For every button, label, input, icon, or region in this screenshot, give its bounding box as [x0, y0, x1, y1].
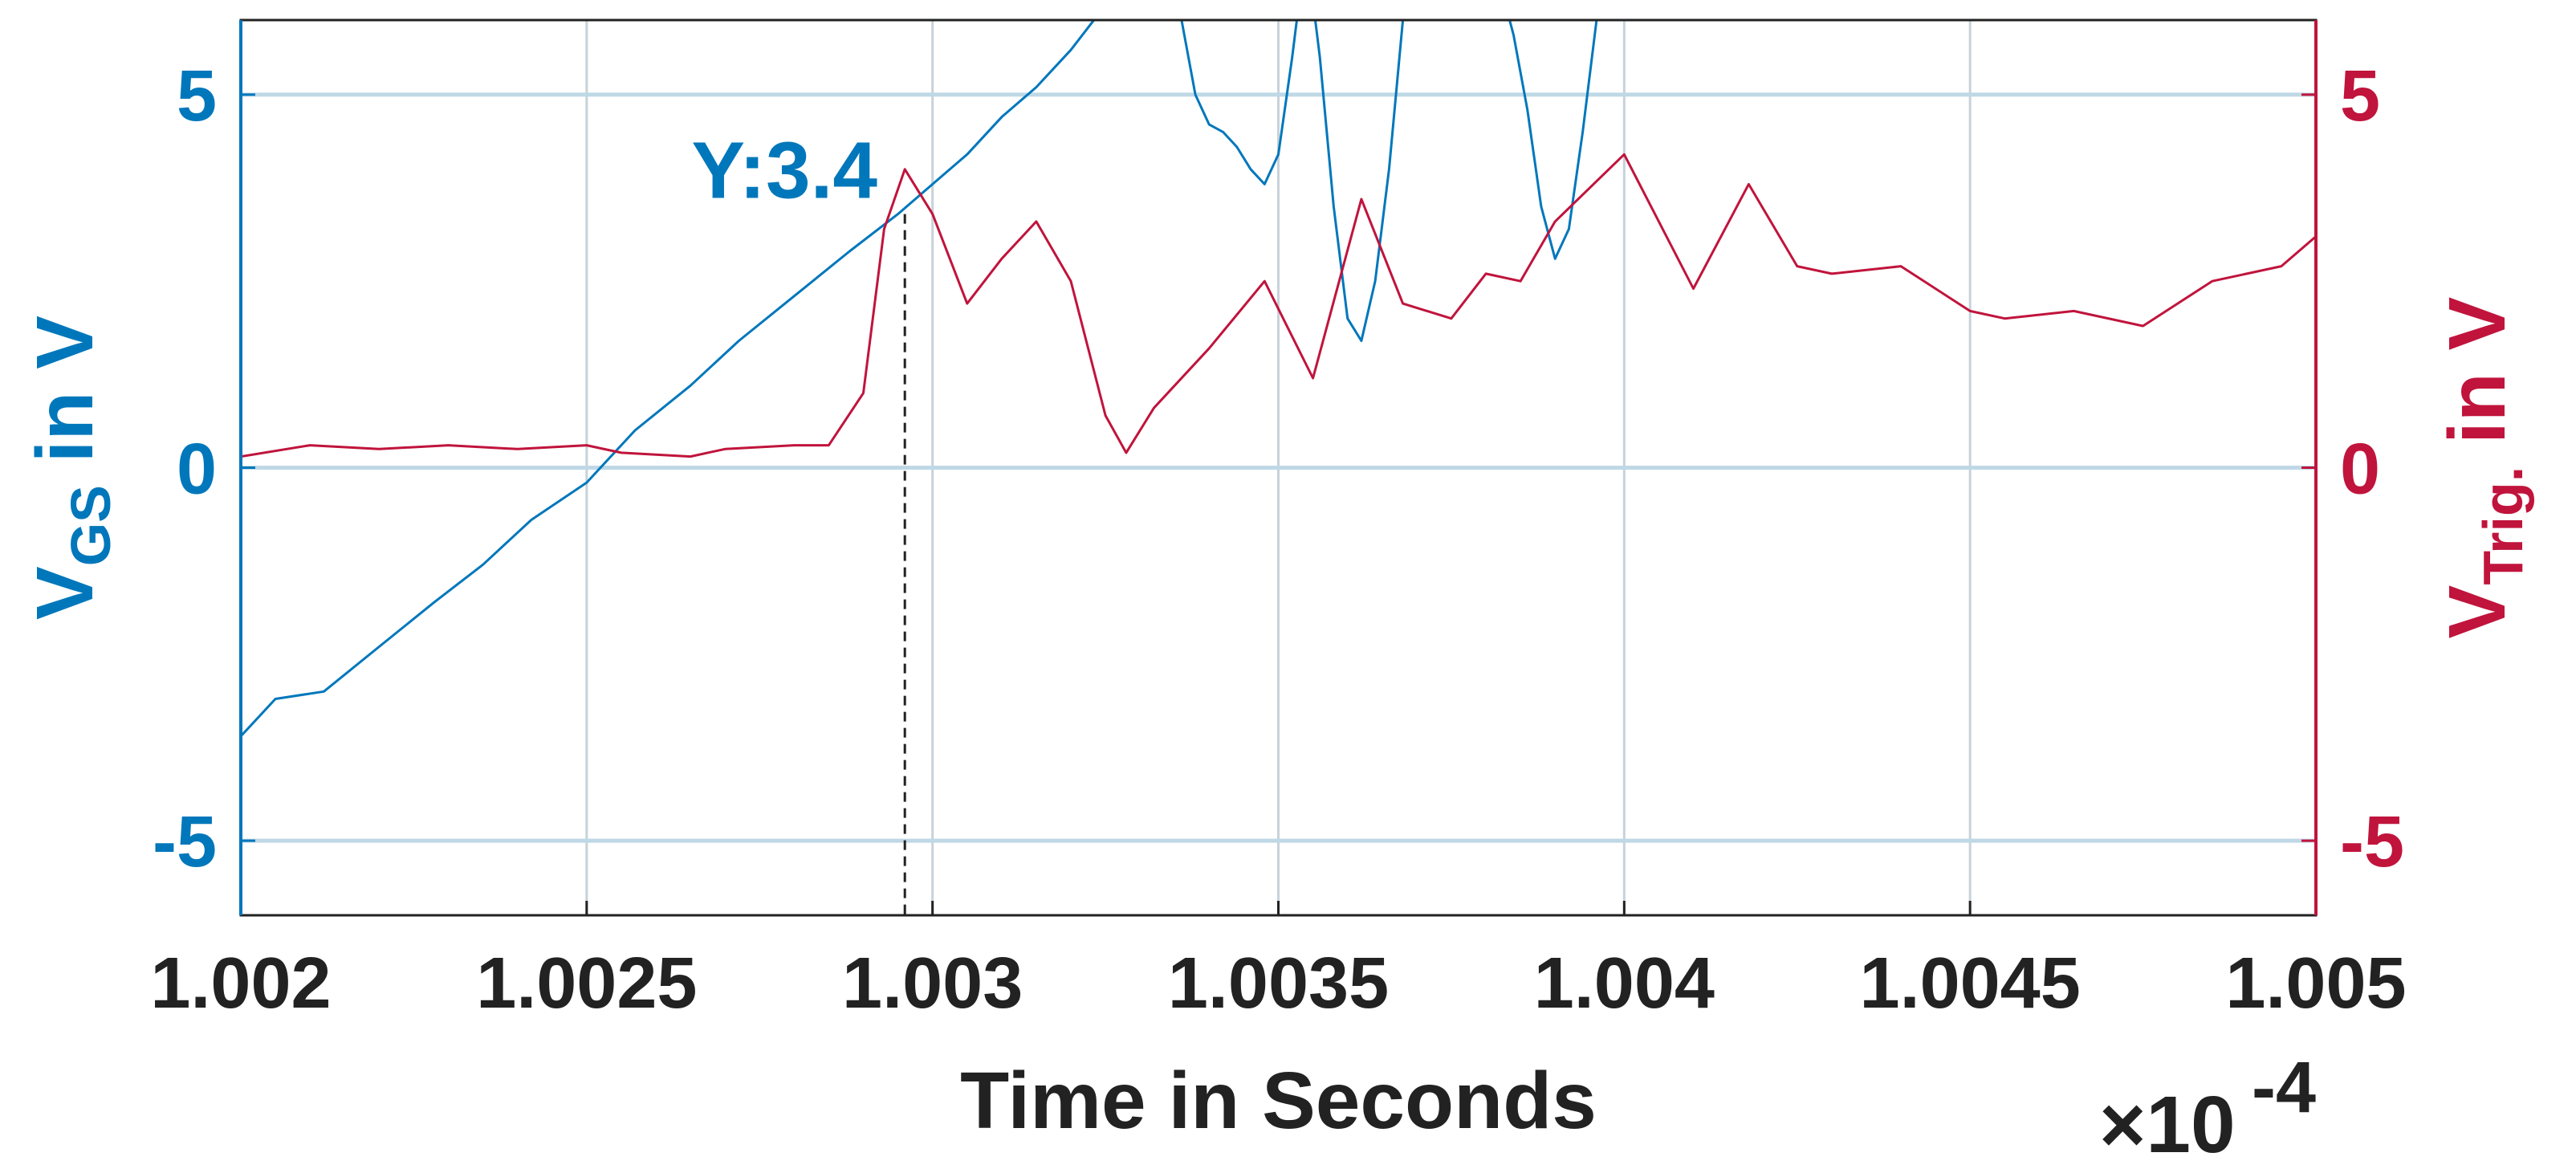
right-y-axis-title-main: V	[2432, 584, 2522, 638]
x-axis-exponent-power: -4	[2252, 1048, 2316, 1128]
x-axis-exponent-base: ×10	[2099, 1080, 2236, 1170]
x-tick-label: 1.0045	[1860, 943, 2081, 1024]
annotation: Y:3.4	[691, 126, 906, 915]
x-tick-label: 1.004	[1534, 943, 1715, 1024]
x-tick-label: 1.0025	[476, 943, 697, 1024]
x-axis-title: Time in Seconds	[960, 1056, 1597, 1146]
x-tick-label: 1.002	[150, 943, 331, 1024]
right-y-tick-label: -5	[2340, 802, 2404, 882]
x-tick-label: 1.0035	[1168, 943, 1389, 1024]
series-line-vtrig	[241, 153, 2316, 458]
left-y-axis-title: VGS in V	[20, 316, 122, 620]
left-y-tick-label: 5	[177, 56, 217, 136]
x-axis-exponent: ×10 -4	[2099, 1048, 2316, 1170]
left-y-axis-title-rest: in V	[20, 316, 110, 485]
series-line-vgs	[241, 20, 1598, 738]
x-tick-label: 1.005	[2225, 943, 2406, 1024]
tick-layer: 1.002 1.0025 1.003 1.0035 1.004 1.0045 1.005 -5…	[150, 20, 2407, 1024]
left-y-tick-label: -5	[153, 802, 217, 882]
right-y-axis-title: VTrig. in V	[2432, 296, 2534, 638]
grid-layer	[241, 20, 2316, 915]
right-y-axis-title-sub: Trig.	[2472, 466, 2534, 585]
right-y-axis-title-rest: in V	[2432, 296, 2522, 466]
right-y-tick-label: 5	[2340, 56, 2380, 136]
left-y-axis-title-main: V	[20, 566, 110, 620]
right-y-tick-label: 0	[2340, 430, 2380, 510]
left-y-tick-label: 0	[177, 430, 217, 510]
annotation-label: Y:3.4	[691, 126, 877, 216]
x-tick-label: 1.003	[842, 943, 1023, 1024]
left-y-axis-title-sub: GS	[59, 485, 122, 566]
data-layer	[241, 20, 2316, 738]
